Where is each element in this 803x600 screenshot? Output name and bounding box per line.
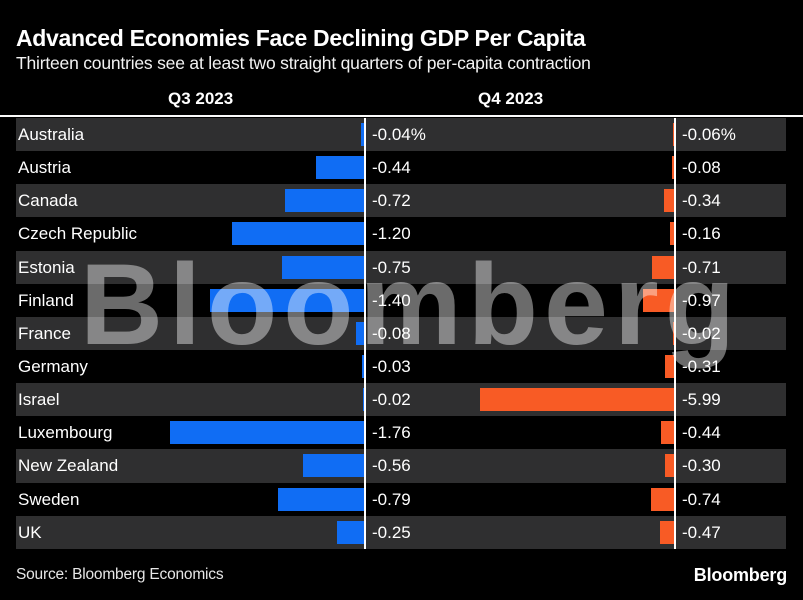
column-header-q4: Q4 2023 <box>478 89 544 108</box>
q3-value-label: -0.03 <box>372 356 411 376</box>
q3-value-label: -0.75 <box>372 257 411 277</box>
country-label: Australia <box>18 125 85 144</box>
table-row: Sweden -0.79 -0.74 <box>16 482 786 516</box>
table-row: Israel -0.02 -5.99 <box>16 383 786 417</box>
table-row: Czech Republic -1.20 -0.16 <box>16 217 786 251</box>
country-label: Canada <box>18 191 78 211</box>
q3-value-label: -1.40 <box>372 290 411 310</box>
q4-value-label: -0.34 <box>682 191 721 211</box>
table-row: Australia -0.04% -0.06% <box>16 118 786 152</box>
q3-bar <box>232 222 365 246</box>
chart-area: Australia -0.04% -0.06% Austria -0.44 -0… <box>0 118 803 549</box>
q3-bar <box>285 189 365 213</box>
q4-bar <box>659 520 675 544</box>
q4-value-label: -0.44 <box>682 423 721 443</box>
q3-bar <box>316 156 365 180</box>
q3-bar <box>170 421 365 445</box>
column-header-q3: Q3 2023 <box>168 89 234 108</box>
q4-bar <box>480 388 675 412</box>
q3-value-label: -0.72 <box>372 191 411 211</box>
q4-value-label: -0.97 <box>682 290 721 310</box>
q3-bar <box>361 354 365 378</box>
source-note: Source: Bloomberg Economics <box>16 566 224 583</box>
table-row: France -0.08 -0.02 <box>16 316 786 350</box>
country-label: Finland <box>18 290 74 310</box>
q4-axis-line <box>674 118 676 549</box>
q4-bar <box>650 487 675 511</box>
q3-value-label: -0.44 <box>372 158 411 178</box>
q4-value-label: -0.30 <box>682 456 721 476</box>
q3-bar <box>362 388 365 412</box>
q4-value-label: -0.16 <box>682 224 721 244</box>
table-row: Finland -1.40 -0.97 <box>16 283 786 317</box>
country-label: Germany <box>18 356 88 376</box>
bloomberg-logo: Bloomberg <box>693 564 787 585</box>
q4-value-label: -0.47 <box>682 522 721 542</box>
country-label: Israel <box>18 390 60 410</box>
q4-bar <box>669 222 675 246</box>
q3-bar <box>281 255 365 279</box>
q4-value-label: -0.74 <box>682 489 721 509</box>
country-label: Luxembourg <box>18 423 113 443</box>
table-row: UK -0.25 -0.47 <box>16 515 786 549</box>
country-label: Czech Republic <box>18 224 138 244</box>
q4-bar <box>660 421 675 445</box>
q4-bar <box>664 354 675 378</box>
page-subtitle: Thirteen countries see at least two stra… <box>16 53 591 73</box>
q3-bar <box>209 288 365 312</box>
q3-value-label: -0.08 <box>372 323 411 343</box>
table-row: Luxembourg -1.76 -0.44 <box>16 416 786 450</box>
q4-value-label: -5.99 <box>682 390 721 410</box>
footer: Source: Bloomberg Economics Bloomberg <box>16 561 787 589</box>
q4-bar <box>643 288 675 312</box>
q3-value-label: -0.56 <box>372 456 411 476</box>
q3-value-label: -0.04% <box>372 125 426 144</box>
table-row: Estonia -0.75 -0.71 <box>16 250 786 284</box>
country-label: Sweden <box>18 489 80 509</box>
q3-value-label: -0.02 <box>372 390 411 410</box>
q4-value-label: -0.08 <box>682 158 721 178</box>
country-label: New Zealand <box>18 456 119 476</box>
q4-value-label: -0.31 <box>682 356 721 376</box>
q4-value-label: -0.02 <box>682 323 721 343</box>
country-label: France <box>18 323 71 343</box>
chart-rows: Australia -0.04% -0.06% Austria -0.44 -0… <box>0 118 803 549</box>
q3-value-label: -1.20 <box>372 224 411 244</box>
q3-bar <box>277 487 365 511</box>
country-label: UK <box>18 522 42 542</box>
page-title: Advanced Economies Face Declining GDP Pe… <box>16 25 586 51</box>
q3-value-label: -1.76 <box>372 423 411 443</box>
table-row: Germany -0.03 -0.31 <box>16 349 786 384</box>
q3-value-label: -0.25 <box>372 522 411 542</box>
top-divider <box>0 115 803 117</box>
q4-bar <box>663 189 675 213</box>
q3-bar <box>303 454 365 478</box>
table-row: Canada -0.72 -0.34 <box>16 184 786 218</box>
q3-axis-line <box>364 118 366 549</box>
q4-value-label: -0.06% <box>682 125 736 144</box>
table-row: Austria -0.44 -0.08 <box>16 151 786 185</box>
q3-bar <box>360 123 365 146</box>
q4-bar <box>665 454 675 478</box>
q3-value-label: -0.79 <box>372 489 411 509</box>
country-label: Austria <box>18 158 71 178</box>
country-label: Estonia <box>18 257 75 277</box>
q3-bar <box>356 321 365 345</box>
table-row: New Zealand -0.56 -0.30 <box>16 449 786 483</box>
q4-bar <box>651 255 675 279</box>
q3-bar <box>337 520 365 544</box>
q4-value-label: -0.71 <box>682 257 721 277</box>
q4-bar <box>672 156 675 180</box>
